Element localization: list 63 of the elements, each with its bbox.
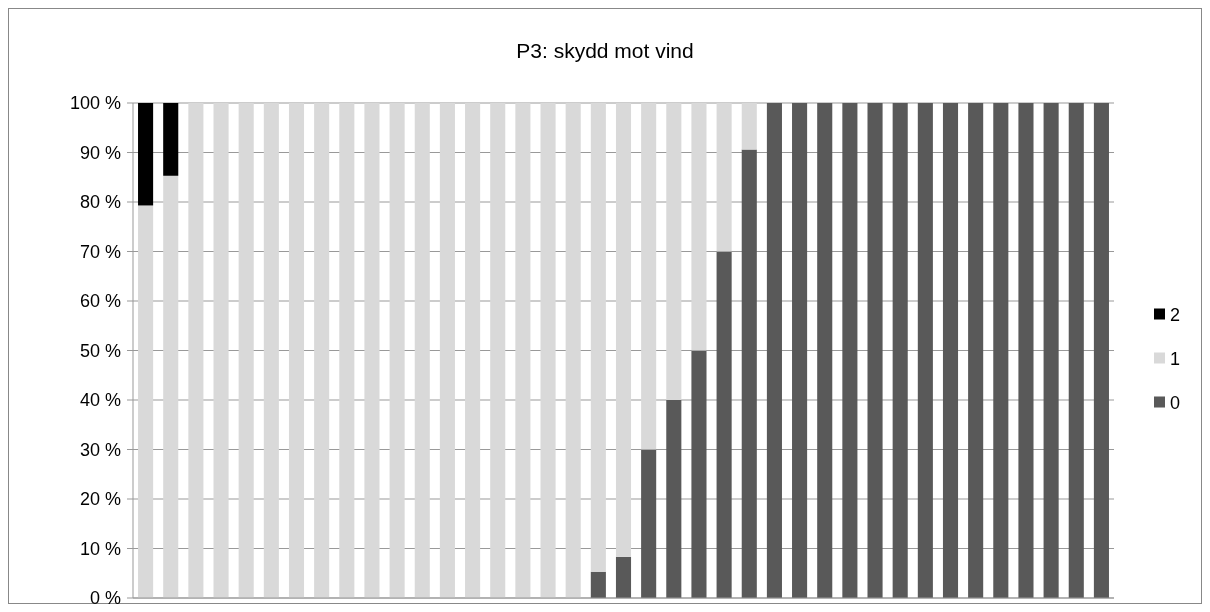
bar [867, 103, 883, 598]
y-tick-label: 100 % [69, 93, 121, 114]
legend-label: 2 [1170, 304, 1181, 325]
y-tick-label: 30 % [79, 439, 121, 460]
bar [540, 103, 556, 598]
bar [917, 103, 933, 598]
y-tick-label: 10 % [79, 538, 121, 559]
bar [288, 103, 305, 598]
bar [339, 103, 355, 598]
bar [842, 103, 858, 598]
bar [188, 103, 204, 598]
y-tick-label: 20 % [79, 489, 121, 510]
bar [666, 103, 682, 400]
bar [314, 103, 330, 598]
bar [716, 251, 732, 598]
legend-label: 1 [1170, 348, 1181, 369]
bar [590, 103, 606, 572]
bar [792, 103, 808, 598]
bar [263, 103, 279, 598]
bar [817, 103, 833, 598]
bar [138, 103, 154, 206]
bar [1068, 103, 1084, 598]
bar [741, 103, 757, 150]
bar [389, 103, 405, 598]
bar [615, 556, 632, 598]
bar [1093, 103, 1109, 598]
bar [238, 103, 254, 598]
y-tick-label: 90 % [79, 142, 121, 163]
bar [163, 175, 179, 598]
bar [666, 400, 682, 598]
bar [1018, 103, 1034, 598]
bar [163, 103, 179, 176]
bar [641, 103, 657, 450]
bar [515, 103, 531, 598]
bar [741, 149, 757, 598]
bar [213, 103, 229, 598]
bar [414, 103, 430, 598]
bar [968, 103, 984, 598]
bar [691, 350, 707, 598]
y-tick-label: 60 % [79, 291, 121, 312]
bar [138, 205, 154, 598]
bar [691, 103, 707, 351]
bar [565, 103, 581, 598]
y-tick-label: 70 % [79, 241, 121, 262]
y-tick-label: 40 % [79, 390, 121, 411]
bar [892, 103, 908, 598]
bar [615, 103, 632, 557]
y-tick-label: 0 % [89, 588, 121, 609]
bar [942, 103, 959, 598]
legend-label: 0 [1170, 392, 1181, 413]
bar [766, 103, 782, 598]
bar [490, 103, 506, 598]
bar [993, 103, 1009, 598]
bar [1043, 103, 1059, 598]
y-tick-label: 50 % [79, 340, 121, 361]
bar [439, 103, 455, 598]
bar [465, 103, 481, 598]
bar [590, 571, 606, 598]
bar [364, 103, 380, 598]
bar [716, 103, 732, 252]
chart-title: P3: skydd mot vind [516, 39, 694, 62]
bar [641, 449, 657, 598]
y-tick-label: 80 % [79, 192, 121, 213]
